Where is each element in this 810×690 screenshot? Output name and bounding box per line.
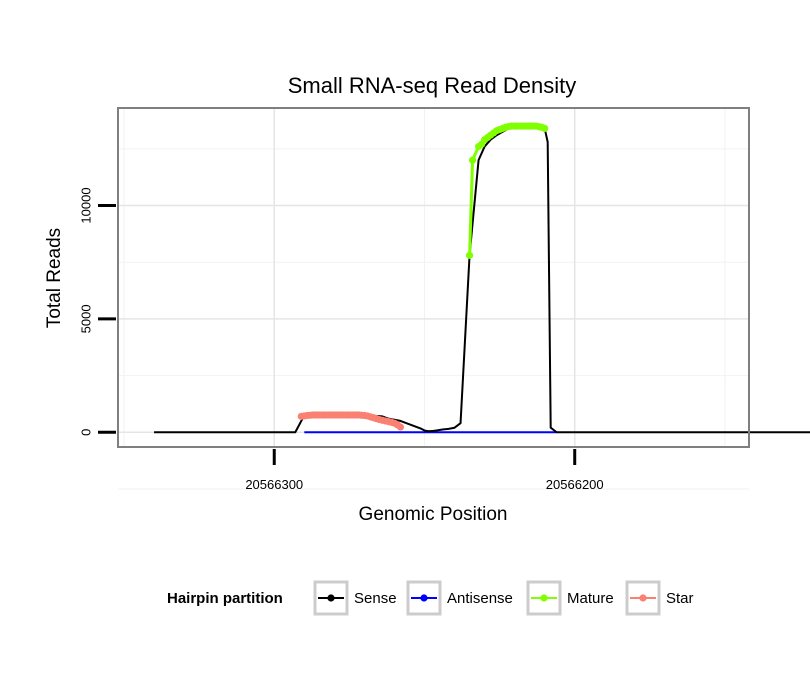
legend-label: Mature (567, 590, 614, 607)
legend-key-point (540, 594, 548, 602)
x-tick-label: 20566200 (546, 477, 604, 492)
data-point-mature (468, 156, 477, 164)
legend-item-antisense: Antisense (406, 580, 513, 616)
data-point-mature (541, 124, 549, 133)
data-point-mature (465, 251, 474, 259)
legend-key-point (420, 594, 428, 602)
axes: 20566300 20566200 0 5000 10000 (78, 187, 603, 492)
x-axis-title: Genomic Position (359, 504, 508, 525)
y-tick-label: 5000 (78, 304, 93, 333)
chart-title: Small RNA-seq Read Density (288, 73, 577, 98)
legend-label: Sense (354, 590, 397, 607)
legend-key-point (327, 594, 335, 602)
legend-item-sense: Sense (313, 580, 397, 616)
legend-title: Hairpin partition (167, 590, 283, 607)
series-star (297, 411, 405, 431)
data-point-star (396, 423, 405, 431)
x-tick-label: 20566300 (245, 477, 303, 492)
plot-panel-border (117, 107, 750, 448)
legend-label: Antisense (447, 590, 513, 607)
legend-key-point (639, 594, 647, 602)
legend-label: Star (666, 590, 694, 607)
legend-item-mature: Mature (526, 580, 614, 616)
y-tick-label: 10000 (78, 187, 93, 223)
series-mature (465, 122, 549, 259)
legend-item-star: Star (625, 580, 694, 616)
legend: Hairpin partition Sense Antisense Mature Sta… (167, 580, 694, 616)
y-tick-label: 0 (78, 429, 93, 436)
plot-series (154, 122, 810, 434)
y-axis-title: Total Reads (44, 228, 65, 328)
